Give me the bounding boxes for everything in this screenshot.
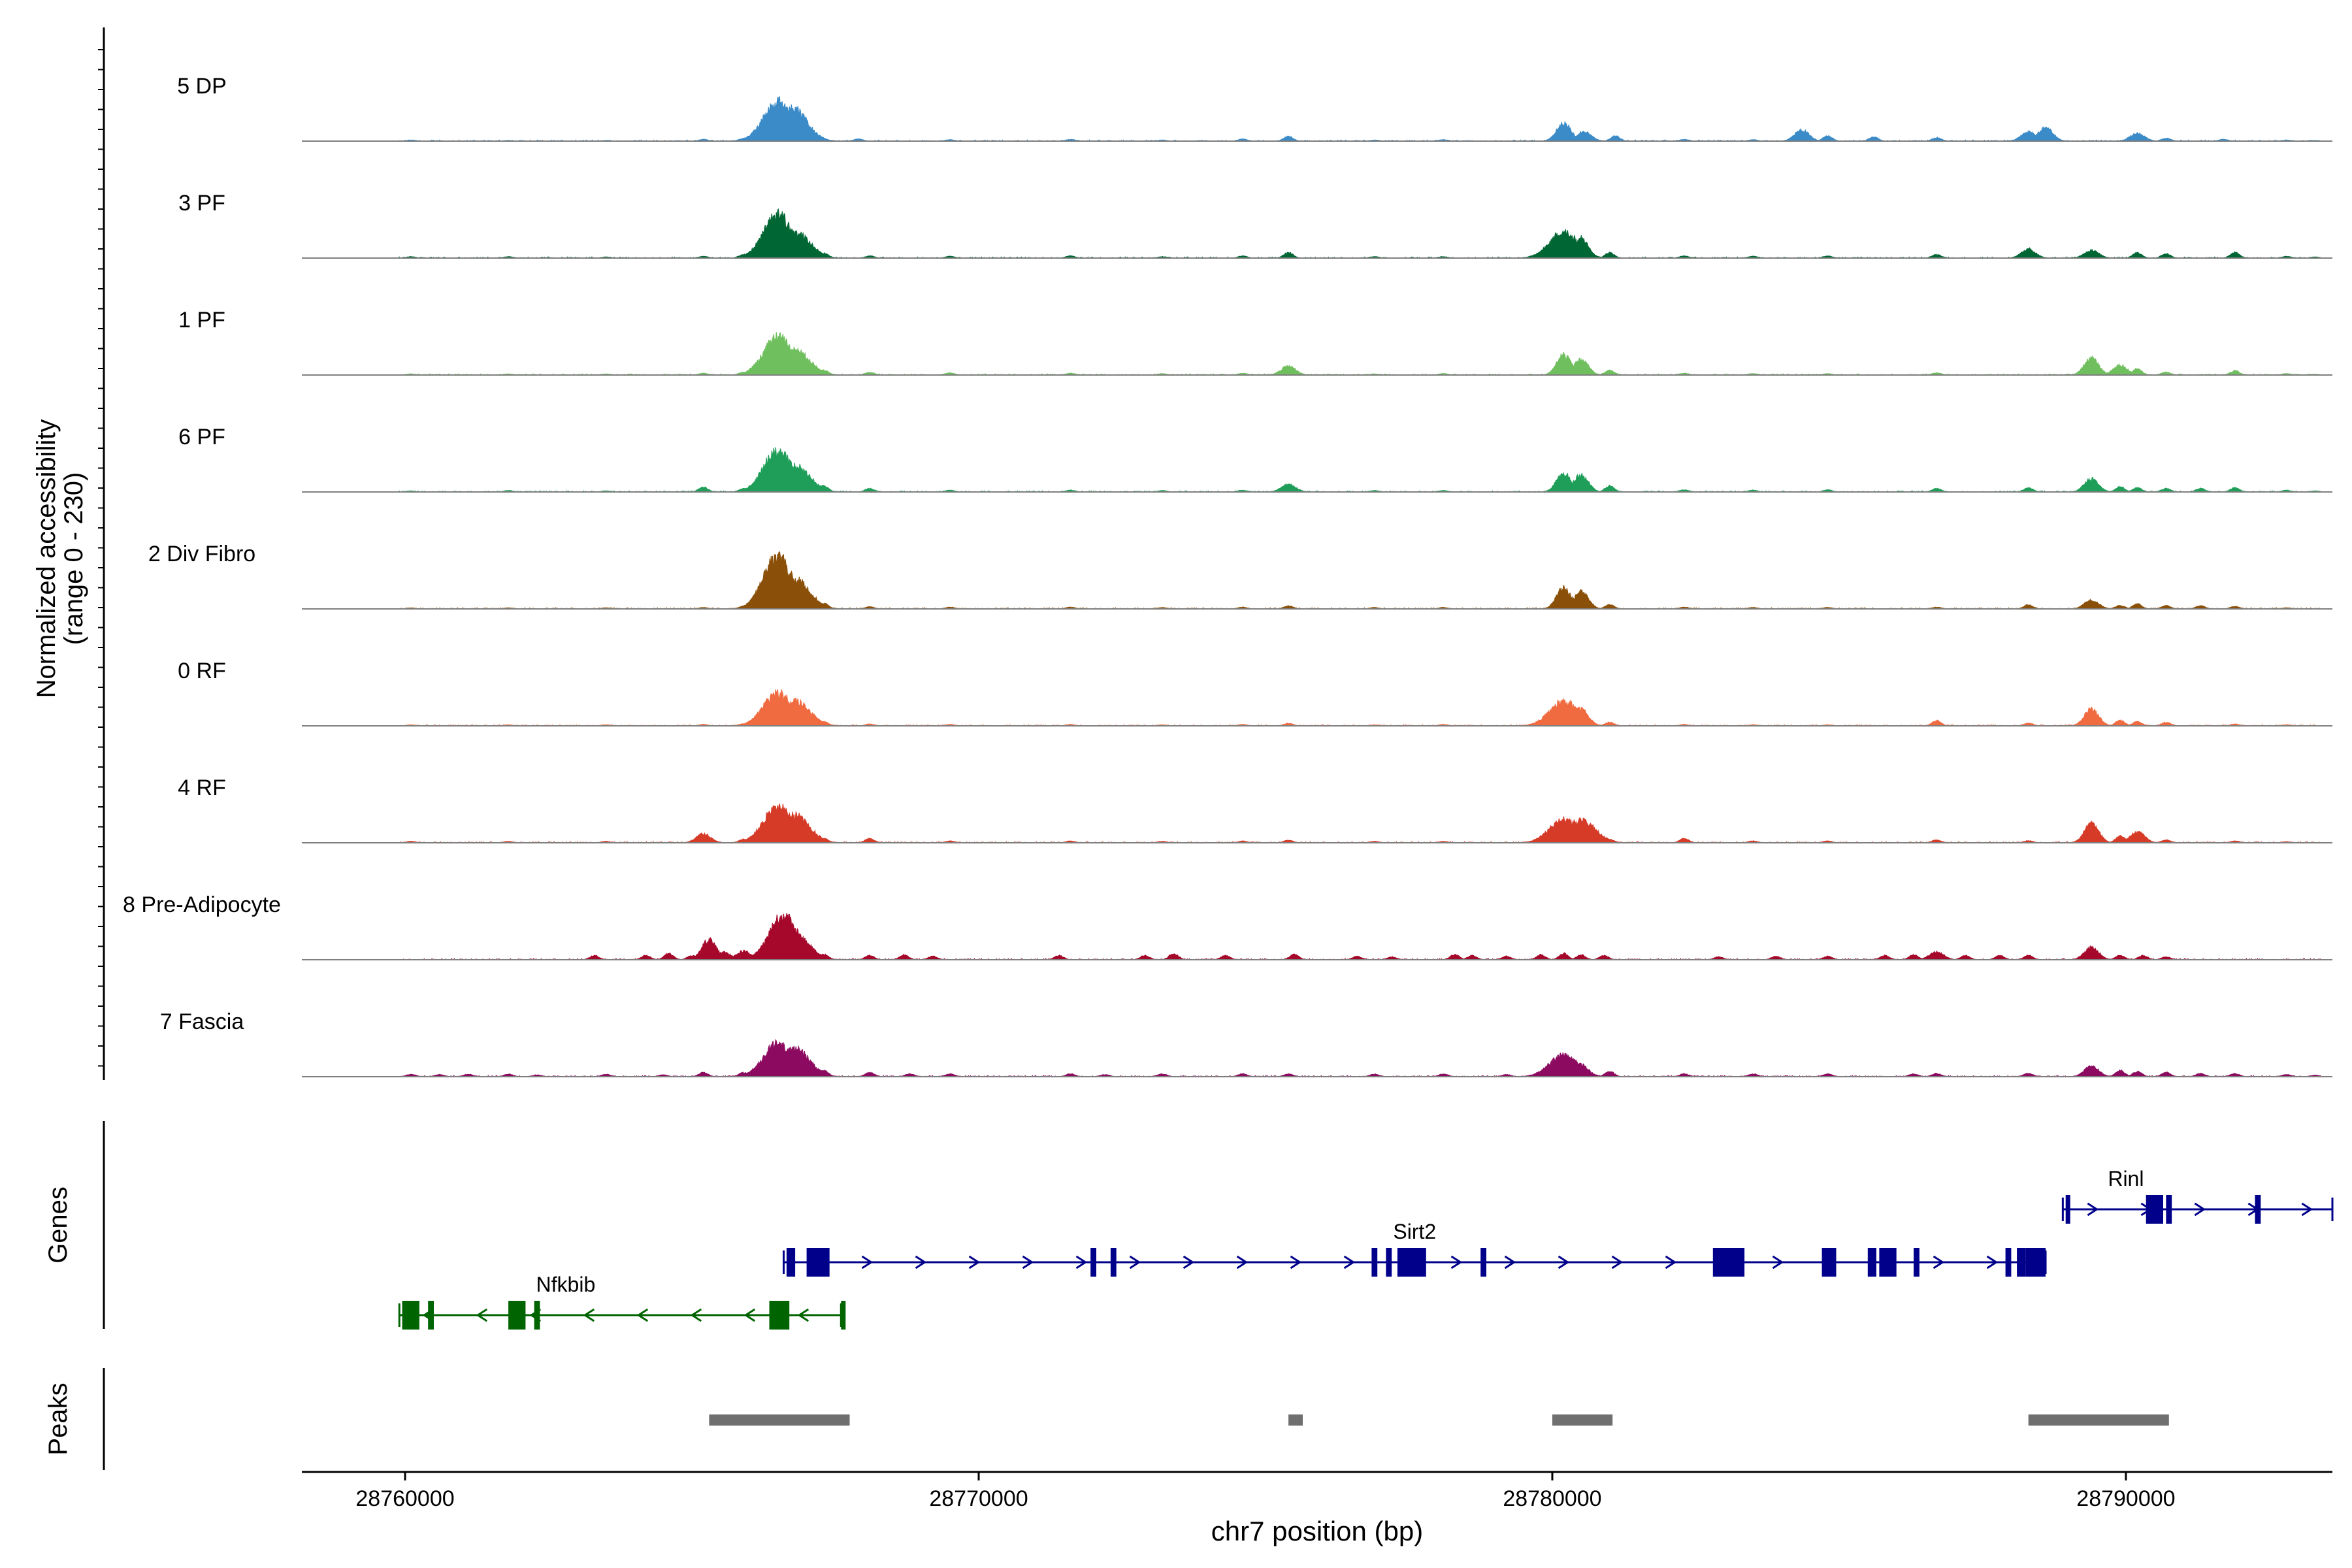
track-label: 1 PF bbox=[178, 308, 225, 333]
exon bbox=[1371, 1248, 1378, 1277]
peak-regions bbox=[709, 1414, 2169, 1426]
strand-arrow bbox=[583, 1308, 595, 1322]
exon bbox=[806, 1248, 830, 1277]
y-axis-label-line2: (range 0 - 230) bbox=[59, 472, 88, 645]
coverage-track: 3 PF bbox=[178, 191, 2332, 259]
peaks-panel-label: Peaks bbox=[44, 1382, 73, 1455]
exon bbox=[1386, 1248, 1392, 1277]
x-axis-label: chr7 position (bp) bbox=[1211, 1516, 1424, 1546]
exon bbox=[534, 1301, 540, 1330]
strand-arrow bbox=[797, 1308, 809, 1322]
x-tick-label: 28780000 bbox=[1503, 1486, 1601, 1511]
coverage-track: 1 PF bbox=[178, 308, 2332, 376]
track-label: 3 PF bbox=[178, 191, 225, 216]
exon bbox=[769, 1301, 790, 1330]
coverage-track: 2 Div Fibro bbox=[148, 542, 2332, 610]
exon bbox=[1090, 1248, 1096, 1277]
track-label: 4 RF bbox=[178, 776, 226, 800]
track-label: 6 PF bbox=[178, 425, 225, 449]
strand-arrow bbox=[1986, 1255, 1999, 1269]
x-tick-label: 28790000 bbox=[2076, 1486, 2175, 1511]
strand-arrow bbox=[1290, 1255, 1302, 1269]
x-axis-ticks: 28760000 28770000 28780000 28790000 bbox=[355, 1472, 2176, 1511]
exon bbox=[2005, 1248, 2012, 1277]
exon bbox=[841, 1301, 846, 1330]
exon bbox=[786, 1248, 796, 1277]
exon bbox=[1480, 1248, 1486, 1277]
strand-arrow bbox=[1504, 1255, 1516, 1269]
exon bbox=[1821, 1248, 1837, 1277]
gene-name-label: Rinl bbox=[2108, 1167, 2144, 1190]
strand-arrow bbox=[636, 1308, 649, 1322]
exon bbox=[1110, 1248, 1117, 1277]
strand-arrow bbox=[2194, 1202, 2206, 1217]
strand-arrow bbox=[1933, 1255, 1945, 1269]
track-label: 5 DP bbox=[177, 74, 227, 99]
exon bbox=[2025, 1248, 2046, 1277]
exon bbox=[1397, 1248, 1426, 1277]
gene-models: Rinl Sirt2 Nfkbib bbox=[398, 1167, 2334, 1330]
exon bbox=[1914, 1248, 1919, 1277]
coverage-tracks: 5 DP 3 PF 1 PF 6 PF 2 Div Fibro 0 RF 4 RF 8 Pre… bbox=[123, 74, 2332, 1078]
exon bbox=[1879, 1248, 1897, 1277]
strand-arrow bbox=[968, 1255, 981, 1269]
strand-arrow bbox=[1450, 1255, 1463, 1269]
strand-arrow bbox=[1665, 1255, 1677, 1269]
coverage-track: 4 RF bbox=[178, 776, 2332, 844]
strand-arrow bbox=[1129, 1255, 1141, 1269]
exon bbox=[1867, 1248, 1876, 1277]
strand-arrow bbox=[743, 1308, 756, 1322]
genes-panel-label: Genes bbox=[44, 1186, 73, 1264]
coverage-track: 7 Fascia bbox=[160, 1009, 2332, 1078]
gene-model: Sirt2 bbox=[782, 1220, 2047, 1277]
strand-arrow bbox=[1772, 1255, 1784, 1269]
exon bbox=[1712, 1248, 1745, 1277]
strand-arrow bbox=[2087, 1202, 2099, 1217]
coverage-track: 5 DP bbox=[177, 74, 2332, 142]
gene-model: Nfkbib bbox=[398, 1273, 846, 1330]
gene-name-label: Nfkbib bbox=[536, 1273, 596, 1296]
x-tick-label: 28760000 bbox=[355, 1486, 454, 1511]
track-label: 8 Pre-Adipocyte bbox=[123, 892, 281, 917]
exon bbox=[2017, 1248, 2026, 1277]
exon bbox=[508, 1301, 526, 1330]
strand-arrow bbox=[1611, 1255, 1624, 1269]
strand-arrow bbox=[861, 1255, 874, 1269]
gene-name-label: Sirt2 bbox=[1393, 1220, 1436, 1243]
strand-arrow bbox=[1343, 1255, 1356, 1269]
strand-arrow bbox=[1236, 1255, 1249, 1269]
strand-arrow bbox=[2301, 1202, 2313, 1217]
track-label: 0 RF bbox=[178, 659, 226, 683]
exon bbox=[402, 1301, 419, 1330]
exon bbox=[2255, 1195, 2261, 1224]
strand-arrow bbox=[915, 1255, 927, 1269]
track-label: 7 Fascia bbox=[160, 1009, 244, 1034]
strand-arrow bbox=[1183, 1255, 1195, 1269]
track-label: 2 Div Fibro bbox=[148, 542, 255, 566]
strand-arrow bbox=[690, 1308, 702, 1322]
gene-model: Rinl bbox=[2061, 1167, 2334, 1224]
coverage-y-axis bbox=[98, 27, 105, 1080]
exon bbox=[428, 1301, 434, 1330]
strand-arrow bbox=[476, 1308, 488, 1322]
peak-region bbox=[2028, 1414, 2169, 1426]
y-axis-label-line1: Normalized accessibility bbox=[32, 419, 61, 698]
coverage-area bbox=[399, 913, 2322, 961]
strand-arrow bbox=[1558, 1255, 1570, 1269]
exon bbox=[2166, 1195, 2172, 1224]
peak-region bbox=[1288, 1414, 1303, 1426]
exon bbox=[2146, 1195, 2163, 1224]
peak-region bbox=[709, 1414, 850, 1426]
strand-arrow bbox=[1075, 1255, 1088, 1269]
peak-region bbox=[1552, 1414, 1613, 1426]
exon bbox=[2065, 1195, 2070, 1224]
strand-arrow bbox=[1022, 1255, 1034, 1269]
x-tick-label: 28770000 bbox=[929, 1486, 1028, 1511]
coverage-track: 0 RF bbox=[178, 659, 2332, 727]
coverage-track: 6 PF bbox=[178, 425, 2332, 493]
coverage-track: 8 Pre-Adipocyte bbox=[123, 892, 2332, 961]
